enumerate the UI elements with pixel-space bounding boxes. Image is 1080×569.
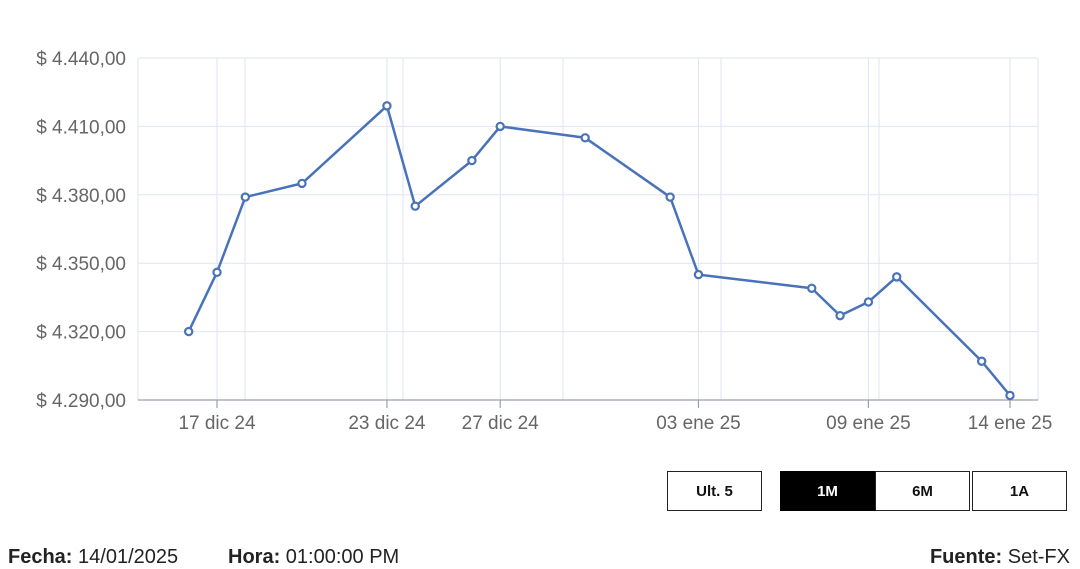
footer-hora: Hora: 01:00:00 PM: [228, 546, 399, 569]
data-point: [240, 192, 251, 202]
footer-fecha: Fecha: 14/01/2025: [8, 546, 178, 569]
data-point: [212, 267, 222, 278]
x-tick-label: 14 ene 25: [968, 413, 1053, 434]
data-point: [297, 178, 307, 189]
range-button-1a[interactable]: 1A: [972, 471, 1067, 511]
data-point: [665, 192, 675, 202]
data-point: [183, 326, 194, 337]
data-point: [1005, 390, 1015, 401]
range-button-1m[interactable]: 1M: [780, 471, 875, 511]
hora-value: 01:00:00 PM: [285, 546, 400, 568]
x-tick-label: 27 dic 24: [462, 413, 540, 434]
fecha-value: 14/01/2025: [78, 546, 179, 568]
line-chart: $ 4.290,00 $ 4.320,00 $ 4.350,00 $ 4.380,00…: [36, 49, 1053, 434]
x-tick-label: 03 ene 25: [656, 413, 741, 434]
fecha-label: Fecha:: [8, 546, 73, 568]
data-point: [580, 133, 590, 143]
y-tick-label: $ 4.380,00: [36, 186, 126, 207]
y-tick-label: $ 4.440,00: [36, 49, 126, 70]
data-point: [467, 155, 477, 166]
y-tick-label: $ 4.350,00: [36, 254, 126, 275]
y-tick-label: $ 4.320,00: [36, 323, 126, 344]
y-tick-label: $ 4.290,00: [36, 391, 126, 412]
x-tick-label: 23 dic 24: [348, 413, 426, 434]
data-point: [835, 310, 845, 321]
range-button-ult5[interactable]: Ult. 5: [667, 471, 762, 511]
footer-fuente: Fuente: Set-FX: [930, 546, 1070, 569]
hora-label: Hora:: [228, 546, 281, 568]
fuente-value: Set-FX: [1007, 546, 1070, 568]
fuente-label: Fuente:: [929, 546, 1003, 568]
x-tick-label: 09 ene 25: [826, 413, 911, 434]
y-tick-label: $ 4.410,00: [36, 117, 126, 138]
series-line: [187, 104, 1011, 397]
data-point: [382, 101, 392, 111]
data-point: [495, 121, 505, 132]
data-point: [863, 297, 874, 307]
data-point: [410, 201, 420, 211]
range-button-6m[interactable]: 6M: [875, 471, 970, 511]
x-tick-label: 17 dic 24: [178, 413, 256, 434]
data-point: [807, 283, 817, 293]
data-point: [693, 269, 704, 280]
data-point: [976, 356, 987, 366]
data-point: [892, 272, 902, 282]
